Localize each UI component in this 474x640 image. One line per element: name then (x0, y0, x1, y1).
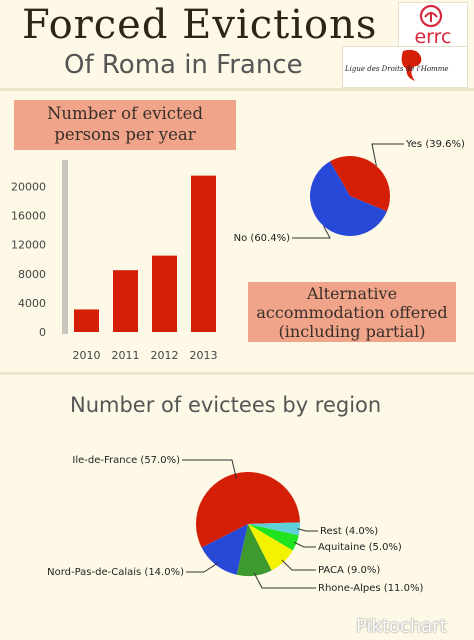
y-tick-label: 12000 (11, 239, 46, 252)
callout-line (186, 562, 218, 573)
bar-2010 (74, 309, 99, 332)
ldh-logo-text: Ligue des Droits de l'Homme (345, 65, 449, 73)
accommodation-pie-slice-1 (309, 161, 387, 236)
pie-label: Aquitaine (5.0%) (318, 542, 402, 553)
bar-2012 (152, 255, 177, 332)
callout-line (297, 528, 318, 532)
x-tick-label: 2012 (151, 349, 179, 362)
pie-label: Nord-Pas-de-Calais (14.0%) (47, 567, 184, 578)
piktochart-watermark: Piktochart (356, 616, 447, 637)
x-tick-label: 2011 (112, 349, 140, 362)
bar-chart: 0 4000 8000 12000 16000 20000 2010 2011 2012 2013 (11, 160, 218, 362)
pie-label: No (60.4%) (234, 233, 290, 244)
callout-line (182, 459, 237, 479)
bar-2013 (191, 175, 216, 332)
callout-line (292, 225, 331, 239)
y-axis-line (62, 160, 68, 334)
region-pie-slice-0 (195, 472, 300, 548)
errc-logo-text: errc (414, 26, 451, 47)
region-pie-slice-2 (248, 524, 299, 551)
callout-line (281, 559, 316, 571)
x-tick-label: 2013 (190, 349, 218, 362)
callout-line (371, 143, 404, 167)
callout-line (293, 541, 316, 548)
ldh-logo: Ligue des Droits de l'Homme (342, 46, 468, 88)
pie-label: Rhone-Alpes (11.0%) (318, 583, 423, 594)
bar-2011 (113, 270, 138, 332)
evicted-per-year-title: Number of evicted persons per year (14, 100, 236, 150)
page-title: Forced Evictions (22, 2, 378, 48)
pie-label: Rest (4.0%) (320, 526, 378, 537)
y-tick-label: 20000 (11, 181, 46, 194)
y-tick-label: 4000 (18, 297, 46, 310)
y-tick-label: 0 (39, 326, 46, 339)
region-section-title: Number of evictees by region (70, 393, 382, 417)
y-tick-label: 16000 (11, 210, 46, 223)
accommodation-pie-slice-0 (330, 156, 390, 212)
pie-label: Ile-de-France (57.0%) (72, 455, 180, 466)
divider-top (0, 88, 474, 91)
x-tick-label: 2010 (73, 349, 101, 362)
region-pie-slice-1 (248, 522, 300, 536)
region-pie-chart: Ile-de-France (57.0%) Rest (4.0%) Aquitain… (47, 455, 423, 594)
divider-middle (0, 372, 474, 375)
pie-label: Yes (39.6%) (405, 139, 465, 150)
accommodation-pie-chart: Yes (39.6%) No (60.4%) (234, 139, 465, 244)
region-pie-slice-5 (201, 524, 248, 575)
page-subtitle: Of Roma in France (64, 50, 303, 80)
y-tick-label: 8000 (18, 268, 46, 281)
pie-label: PACA (9.0%) (318, 565, 380, 576)
errc-logo: errc (398, 2, 468, 48)
alternative-accommodation-title: Alternative accommodation offered (inclu… (248, 282, 456, 342)
region-pie-slice-3 (248, 524, 293, 571)
callout-line (253, 572, 316, 589)
region-pie-slice-4 (236, 524, 272, 576)
